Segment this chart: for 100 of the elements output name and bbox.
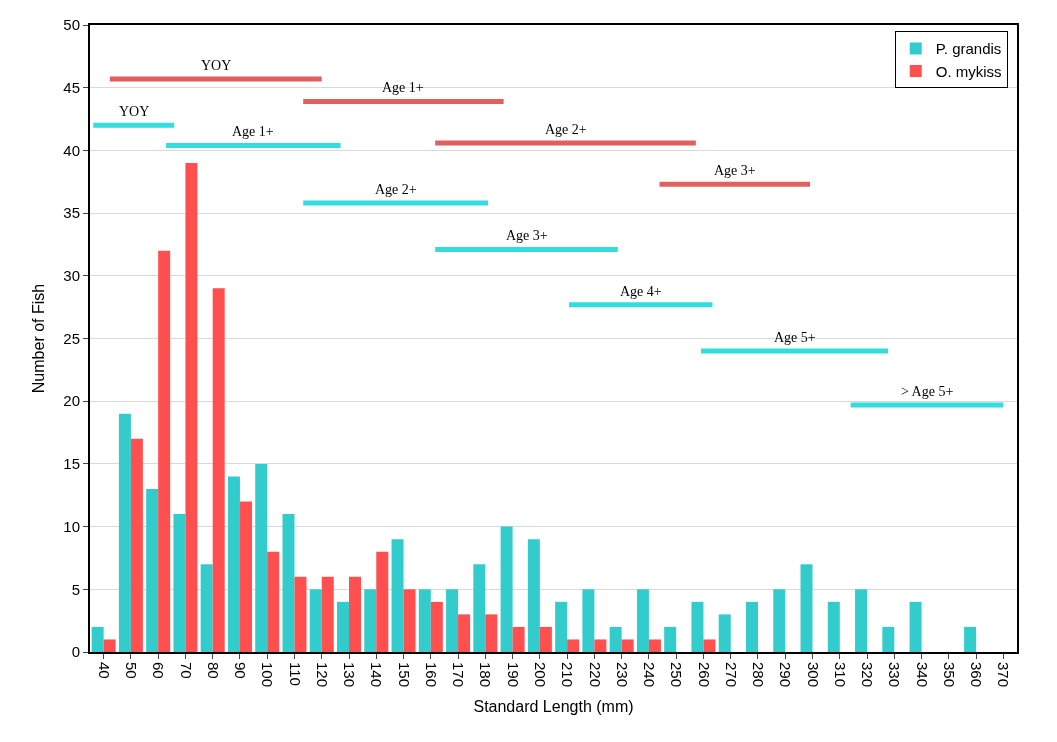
bar <box>376 551 389 652</box>
bar <box>539 626 552 652</box>
x-tick-label: 210 <box>559 662 577 688</box>
bar <box>446 589 459 652</box>
x-tick-label: 150 <box>395 662 413 688</box>
bar <box>349 576 362 652</box>
series-label: Age 4+ <box>620 284 662 299</box>
series-label: Age 3+ <box>506 228 548 243</box>
bar <box>800 564 813 652</box>
x-tick-label: 370 <box>995 662 1013 688</box>
bar <box>158 250 171 652</box>
x-tick-label: 280 <box>750 662 768 688</box>
x-tick-label: 340 <box>913 662 931 688</box>
bar <box>909 601 922 652</box>
x-tick-label: 260 <box>695 662 713 688</box>
bar <box>512 626 525 652</box>
y-tick-label: 35 <box>63 204 80 222</box>
bar <box>391 539 404 652</box>
bar <box>555 601 568 652</box>
x-tick-label: 290 <box>777 662 795 688</box>
bar <box>664 626 677 652</box>
y-axis-title: Number of Fish <box>29 283 47 394</box>
bar <box>321 576 334 652</box>
series-label: YOY <box>119 104 150 119</box>
x-tick-label: 330 <box>886 662 904 688</box>
bar <box>827 601 840 652</box>
y-tick-label: 40 <box>63 141 80 159</box>
x-tick-label: 220 <box>586 662 604 688</box>
bar <box>458 614 471 652</box>
x-tick-label: 90 <box>232 662 250 679</box>
series-label: Age 5+ <box>774 330 816 345</box>
bar <box>648 639 661 652</box>
bar <box>227 476 240 652</box>
y-tick-label: 45 <box>63 78 80 96</box>
x-tick-label: 80 <box>204 662 222 679</box>
y-tick-label: 10 <box>63 517 80 535</box>
x-tick-label: 350 <box>940 662 958 688</box>
bar <box>212 288 225 652</box>
bar <box>403 589 416 652</box>
x-tick-label: 180 <box>477 662 495 688</box>
bar <box>691 601 704 652</box>
bar <box>185 162 198 652</box>
bar <box>294 576 307 652</box>
x-tick-label: 250 <box>668 662 686 688</box>
bar <box>621 639 634 652</box>
bar <box>418 589 431 652</box>
bar <box>594 639 607 652</box>
x-tick-label: 70 <box>177 662 195 679</box>
bar <box>309 589 322 652</box>
bar <box>582 589 595 652</box>
bar <box>130 438 143 652</box>
bar <box>364 589 377 652</box>
x-tick-label: 110 <box>286 662 304 686</box>
legend-label: P. grandis <box>935 40 1002 58</box>
y-tick-label: 25 <box>63 329 80 347</box>
x-tick-label: 310 <box>831 662 849 688</box>
bar <box>146 488 159 652</box>
x-tick-label: 270 <box>722 662 740 688</box>
series-label: Age 1+ <box>232 124 274 139</box>
bar <box>855 589 868 652</box>
x-tick-label: 230 <box>613 662 631 688</box>
x-tick-label: 320 <box>859 662 877 688</box>
bar <box>718 614 731 652</box>
bar <box>173 514 186 652</box>
bar <box>239 501 252 652</box>
bar <box>567 639 580 652</box>
bar <box>118 413 131 652</box>
x-tick-label: 130 <box>341 662 359 688</box>
x-tick-label: 360 <box>968 662 986 688</box>
x-tick-label: 100 <box>259 662 277 688</box>
bar <box>964 626 977 652</box>
bar <box>473 564 486 652</box>
x-tick-label: 200 <box>531 662 549 688</box>
x-axis-title: Standard Length (mm) <box>473 698 634 716</box>
bar <box>282 514 295 652</box>
y-tick-label: 5 <box>71 580 80 598</box>
y-tick-label: 20 <box>63 392 80 410</box>
bar <box>636 589 649 652</box>
x-tick-label: 190 <box>504 662 522 688</box>
y-tick-label: 15 <box>63 455 80 473</box>
bar <box>337 601 350 652</box>
x-tick-label: 120 <box>313 662 331 688</box>
bar <box>200 564 213 652</box>
bar <box>267 551 280 652</box>
bar <box>527 539 540 652</box>
x-tick-label: 60 <box>150 662 168 679</box>
x-tick-label: 240 <box>641 662 659 688</box>
series-label: Age 1+ <box>382 80 424 95</box>
bar <box>255 463 268 652</box>
x-tick-label: 40 <box>95 662 113 679</box>
series-label: Age 3+ <box>714 163 756 178</box>
x-tick-label: 170 <box>450 662 468 688</box>
y-tick-label: 50 <box>63 16 80 34</box>
series-label: YOY <box>201 58 232 73</box>
x-tick-label: 50 <box>123 662 141 679</box>
bar <box>745 601 758 652</box>
series-label: Age 2+ <box>545 122 587 137</box>
bar <box>430 601 443 652</box>
bar <box>500 526 513 652</box>
series-label: Age 2+ <box>375 182 417 197</box>
